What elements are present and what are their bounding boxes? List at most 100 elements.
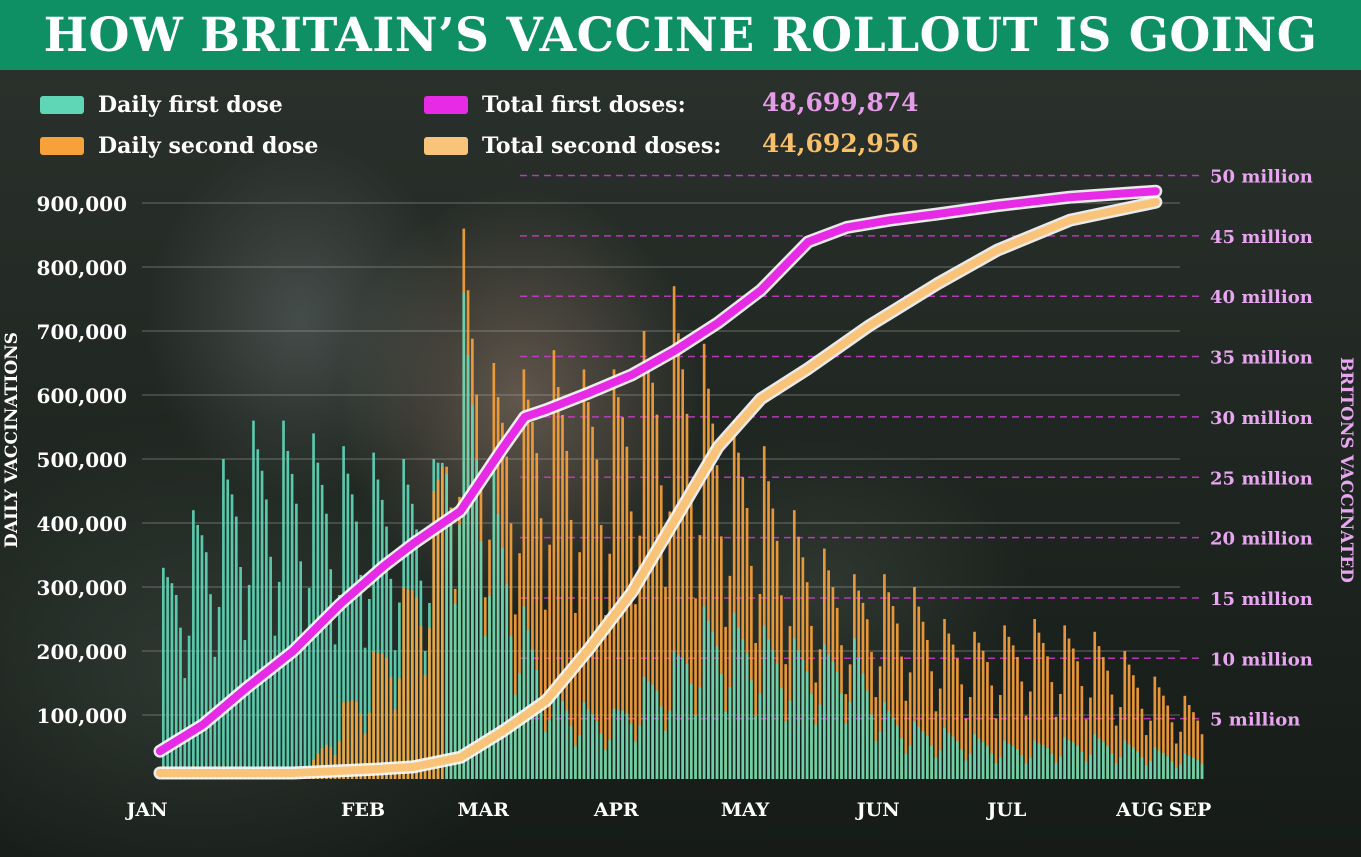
daily-first-bar [788, 700, 792, 779]
daily-first-bar [209, 594, 212, 779]
daily-second-bar [659, 485, 663, 779]
daily-first-bar [715, 646, 719, 779]
daily-first-bar [758, 693, 762, 779]
daily-second-bar [874, 697, 878, 779]
daily-first-bar [265, 499, 268, 779]
daily-second-bar [711, 423, 715, 779]
daily-first-bar [162, 567, 165, 779]
daily-second-bar [968, 697, 972, 779]
daily-second-bar [586, 402, 590, 779]
daily-first-bar [174, 595, 178, 779]
daily-first-bar [1059, 756, 1062, 779]
daily-second-bar [685, 413, 689, 779]
daily-first-bar [1140, 757, 1144, 779]
daily-second-bar [582, 369, 586, 779]
daily-first-bar [822, 644, 826, 779]
right-tick-label: 5 million [1210, 710, 1300, 731]
daily-second-bar [998, 695, 1002, 779]
daily-second-bar [994, 718, 998, 779]
daily-first-bar [368, 598, 371, 779]
daily-first-bar [569, 726, 573, 779]
daily-first-bar [621, 710, 624, 779]
daily-second-bar [561, 414, 564, 779]
daily-second-bar [728, 575, 732, 779]
daily-first-bar [1106, 746, 1109, 779]
daily-first-bar [694, 715, 697, 779]
daily-second-bar [767, 481, 770, 779]
x-tick-label: MAY [721, 799, 770, 821]
daily-first-bar [333, 644, 337, 779]
daily-second-bar [917, 606, 921, 779]
daily-first-bar [346, 473, 350, 779]
daily-second-bar [1003, 625, 1006, 779]
daily-second-bar [762, 446, 766, 779]
daily-second-bar [1114, 725, 1118, 779]
daily-first-bar [1196, 760, 1200, 779]
daily-second-bar [707, 388, 710, 779]
daily-first-bar [492, 471, 496, 779]
daily-second-bar [616, 397, 620, 779]
legend-swatch-total-first [424, 96, 468, 114]
daily-first-bar [792, 638, 796, 779]
daily-first-bar [728, 686, 732, 779]
daily-first-bar [582, 702, 586, 779]
daily-second-bar [938, 688, 942, 779]
daily-first-bar [290, 473, 294, 779]
daily-second-bar [895, 623, 899, 779]
daily-first-bar [818, 704, 822, 779]
legend-daily-first: Daily first dose [40, 92, 283, 118]
daily-first-bar [501, 547, 504, 779]
daily-first-bar [1127, 744, 1131, 779]
daily-first-bar [449, 521, 453, 779]
daily-first-bar [1123, 740, 1127, 779]
daily-first-bar [303, 639, 307, 779]
daily-second-bar [1119, 707, 1122, 779]
daily-second-bar [1059, 694, 1062, 779]
daily-first-bar [883, 702, 886, 779]
daily-second-bar [1123, 651, 1127, 779]
daily-first-bar [1144, 765, 1148, 779]
daily-second-bar [406, 589, 410, 779]
daily-first-bar [544, 731, 547, 779]
daily-second-bar [1063, 625, 1067, 779]
daily-first-bar [934, 757, 938, 779]
daily-first-bar [951, 736, 955, 779]
daily-first-bar [844, 723, 848, 779]
daily-first-bar [1033, 740, 1036, 779]
daily-second-bar [629, 511, 633, 779]
daily-first-bar [642, 676, 646, 779]
daily-first-bar [226, 479, 230, 779]
daily-first-bar [689, 683, 693, 779]
daily-second-bar [363, 733, 367, 779]
daily-second-bar [921, 621, 925, 779]
daily-first-bar [848, 702, 852, 779]
daily-first-bar [222, 459, 225, 779]
daily-first-bar [668, 710, 672, 779]
daily-first-bar [724, 711, 727, 779]
left-tick-label: 600,000 [37, 384, 127, 408]
daily-second-bar [681, 369, 685, 779]
daily-second-bar [1080, 686, 1084, 779]
daily-first-bar [908, 745, 912, 779]
daily-first-bar [1200, 764, 1204, 779]
daily-second-bar [1020, 681, 1024, 779]
daily-first-bar [350, 494, 354, 779]
daily-first-bar [239, 566, 242, 779]
daily-first-bar [698, 687, 702, 779]
daily-second-bar [1157, 687, 1161, 779]
daily-first-bar [685, 664, 689, 779]
daily-first-bar [1153, 747, 1157, 779]
daily-first-bar [994, 762, 998, 779]
daily-second-bar [385, 657, 388, 779]
x-tick-label: FEB [341, 799, 385, 821]
daily-second-bar [1037, 632, 1041, 779]
daily-first-bar [895, 725, 899, 779]
daily-first-bar [1136, 751, 1139, 779]
daily-second-bar [574, 612, 577, 779]
daily-first-bar [771, 650, 775, 779]
daily-first-bar [750, 680, 753, 779]
left-tick-label: 500,000 [37, 448, 127, 472]
daily-second-bar [415, 597, 418, 779]
daily-second-bar [1166, 705, 1170, 779]
right-tick-label: 20 million [1210, 529, 1313, 550]
